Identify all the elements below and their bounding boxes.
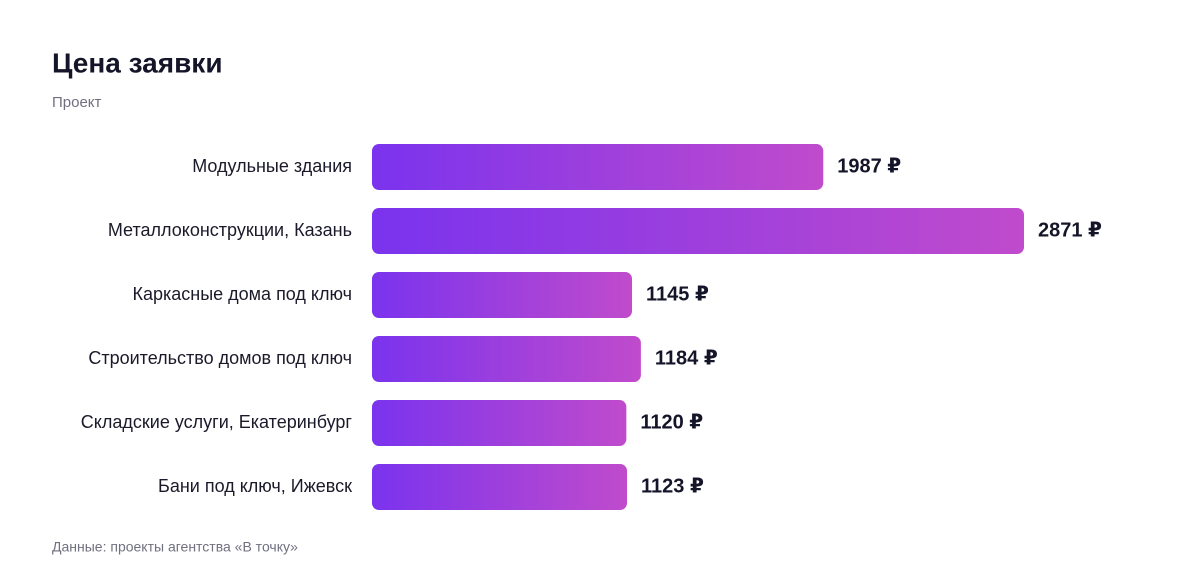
- bar: [372, 272, 633, 318]
- category-label: Модульные здания: [192, 156, 352, 176]
- category-label: Каркасные дома под ключ: [132, 284, 352, 304]
- bar: [372, 464, 628, 510]
- category-label: Бани под ключ, Ижевск: [158, 476, 352, 496]
- value-label: 1120 ₽: [640, 411, 703, 433]
- value-label: 2871 ₽: [1038, 219, 1102, 241]
- value-label: 1987 ₽: [837, 155, 901, 177]
- bar: [372, 336, 641, 382]
- bar: [372, 208, 1024, 254]
- category-label: Складские услуги, Екатеринбург: [81, 412, 353, 432]
- category-label: Строительство домов под ключ: [88, 348, 352, 368]
- bar: [372, 400, 627, 446]
- source-note: Данные: проекты агентства «В точку»: [52, 539, 298, 555]
- chart-subtitle: Проект: [52, 94, 102, 111]
- value-label: 1145 ₽: [646, 283, 709, 305]
- value-label: 1123 ₽: [641, 475, 704, 497]
- chart-title: Цена заявки: [52, 47, 223, 78]
- value-label: 1184 ₽: [655, 347, 718, 369]
- bar: [372, 144, 824, 190]
- category-label: Металлоконструкции, Казань: [108, 220, 352, 240]
